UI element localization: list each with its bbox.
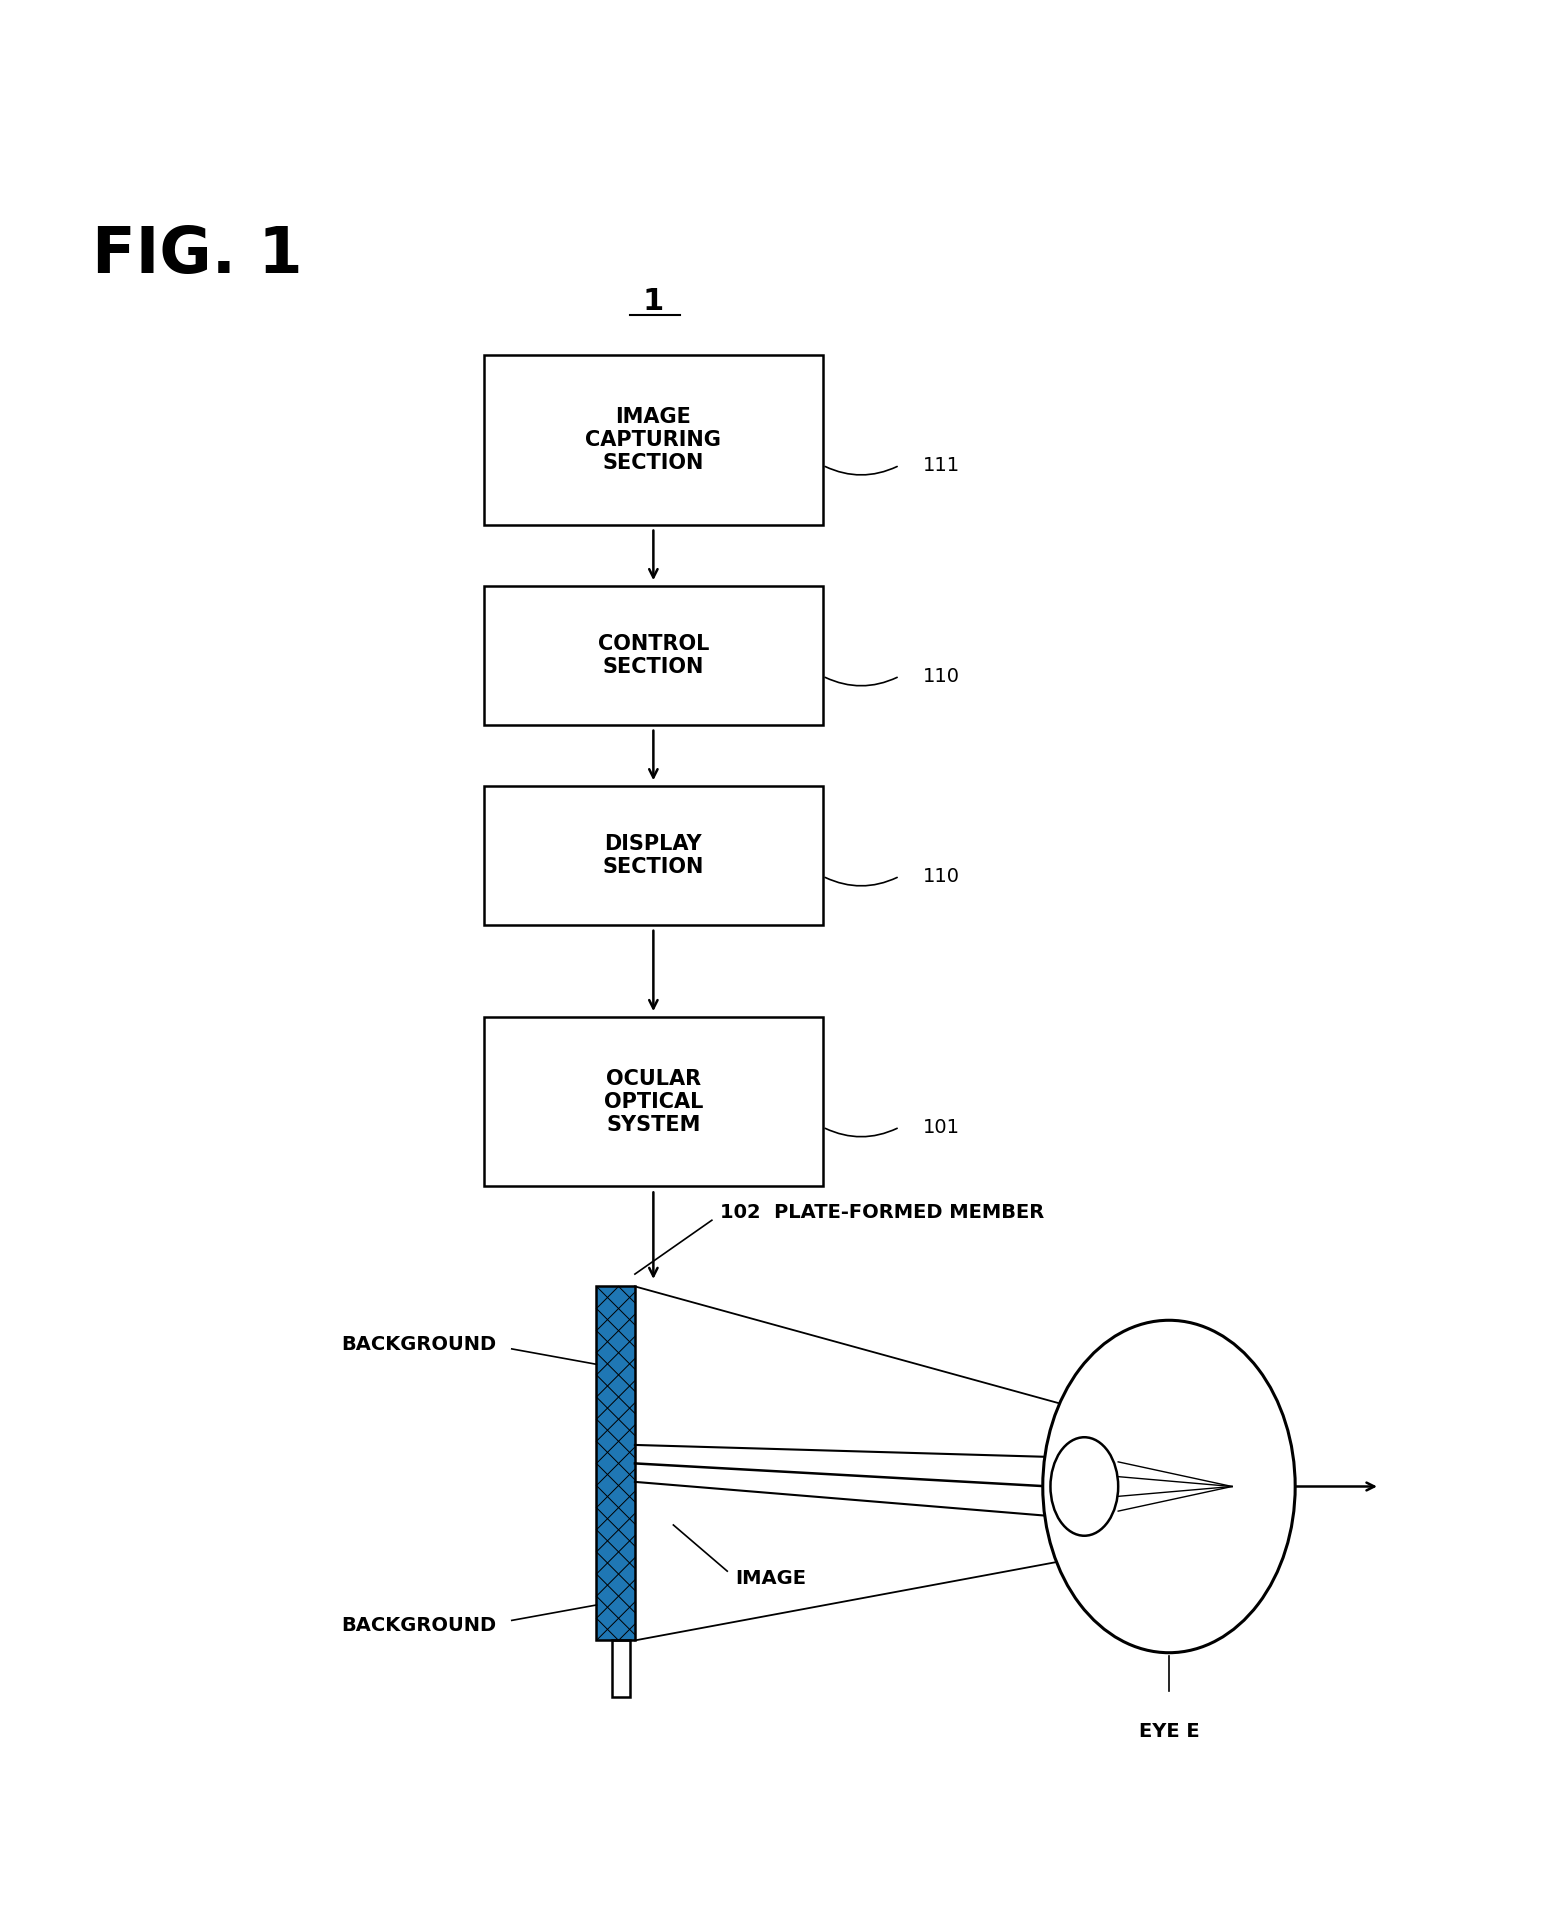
Text: IMAGE: IMAGE	[735, 1569, 806, 1588]
Text: 110: 110	[922, 868, 960, 885]
Text: 102  PLATE-FORMED MEMBER: 102 PLATE-FORMED MEMBER	[719, 1204, 1044, 1221]
Text: IMAGE
CAPTURING
SECTION: IMAGE CAPTURING SECTION	[585, 407, 721, 474]
Text: DISPLAY
SECTION: DISPLAY SECTION	[603, 833, 704, 877]
Text: BACKGROUND: BACKGROUND	[342, 1334, 497, 1353]
Bar	[485, 785, 823, 925]
Text: CONTROL
SECTION: CONTROL SECTION	[598, 634, 710, 676]
Text: OCULAR
OPTICAL
SYSTEM: OCULAR OPTICAL SYSTEM	[604, 1068, 704, 1135]
Bar	[485, 355, 823, 524]
Text: 110: 110	[922, 667, 960, 686]
Bar	[596, 1286, 635, 1640]
Bar	[596, 1286, 635, 1640]
Text: 101: 101	[922, 1118, 960, 1137]
Ellipse shape	[1050, 1437, 1118, 1536]
Bar	[612, 1640, 631, 1697]
Ellipse shape	[1042, 1321, 1295, 1653]
Bar	[485, 587, 823, 724]
Text: BACKGROUND: BACKGROUND	[342, 1615, 497, 1634]
Text: 1: 1	[643, 287, 665, 315]
Text: FIG. 1: FIG. 1	[92, 224, 303, 287]
Text: 111: 111	[922, 457, 960, 474]
Bar	[596, 1286, 635, 1640]
Text: EYE E: EYE E	[1138, 1722, 1199, 1741]
Bar	[485, 1017, 823, 1187]
